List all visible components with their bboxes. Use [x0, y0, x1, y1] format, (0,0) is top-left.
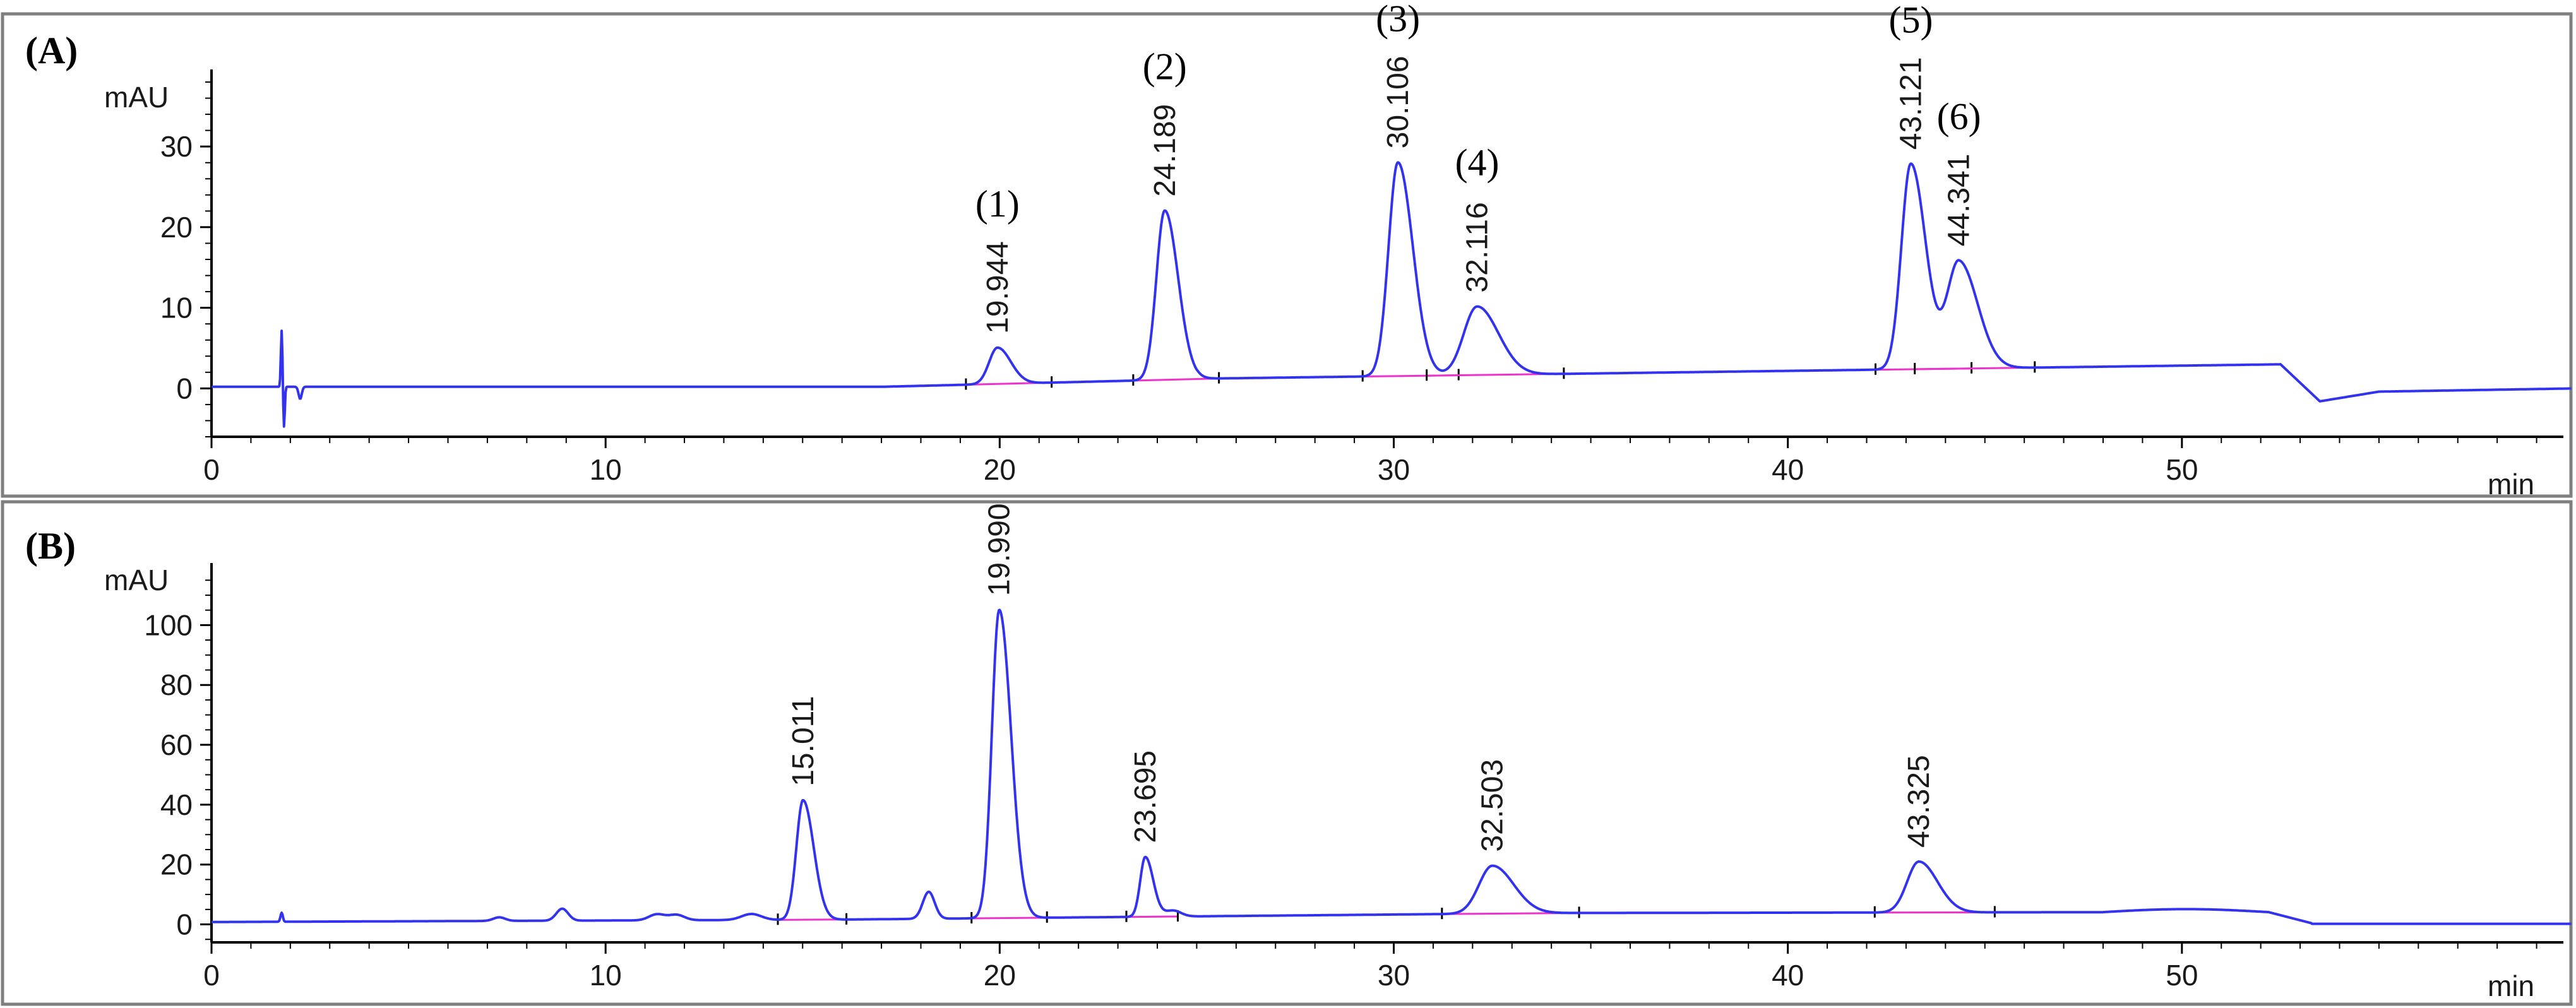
- panel-b-trace-layer: [211, 608, 2572, 925]
- panel-a-x-unit: min: [2488, 468, 2534, 501]
- peak-retention-time-label: 19.944: [981, 241, 1015, 334]
- peak-retention-time-label: 43.325: [1902, 755, 1936, 848]
- peak-retention-time-label: 30.106: [1381, 56, 1415, 149]
- panel-b-label: (B): [25, 525, 76, 567]
- x-tick-label: 0: [203, 959, 220, 992]
- y-tick-label: 0: [176, 372, 193, 405]
- peak-number-label: (4): [1455, 142, 1500, 184]
- panel-a-label: (A): [25, 30, 78, 71]
- y-tick-label: 20: [160, 211, 193, 244]
- x-tick-label: 40: [1772, 959, 1804, 992]
- x-tick-label: 50: [2166, 453, 2198, 486]
- panel-b-peak-labels: 15.011 19.990 23.695 32.503 43.325: [787, 503, 1936, 851]
- panel-b-y-unit: mAU: [104, 564, 169, 596]
- panel-a-axes: 0 10 20 30 40 50 0 10 20 30: [160, 69, 2563, 486]
- y-tick-label: 40: [160, 788, 193, 821]
- panel-a-frame: [1, 12, 2573, 498]
- y-tick-label: 10: [160, 292, 193, 324]
- peak-retention-time-label: 32.116: [1461, 202, 1494, 292]
- integration-baseline: [1126, 915, 1178, 918]
- x-tick-label: 0: [203, 453, 220, 486]
- peak-retention-time-label: 15.011: [787, 696, 820, 786]
- panel-a-y-unit: mAU: [104, 81, 169, 114]
- x-tick-label: 30: [1378, 959, 1410, 992]
- y-tick-label: 30: [160, 130, 193, 163]
- y-tick-label: 20: [160, 848, 193, 881]
- y-tick-label: 100: [144, 608, 193, 641]
- peak-retention-time-label: 24.189: [1148, 104, 1182, 197]
- integration-baseline: [1133, 377, 1219, 382]
- peak-retention-time-label: 19.990: [983, 503, 1017, 596]
- panel-a-chart: (A) mAU min 0 10 20 30 40 50 0 10 20 30 19.944 (1)…: [1, 0, 2573, 501]
- y-tick-label: 60: [160, 728, 193, 761]
- peak-number-label: (6): [1937, 95, 1981, 137]
- panel-b-axes: 0 10 20 30 40 50 0 20 40 60 80 100: [144, 563, 2563, 992]
- x-tick-label: 20: [984, 453, 1016, 486]
- peak-retention-time-label: 23.695: [1129, 750, 1162, 843]
- x-tick-label: 50: [2166, 959, 2198, 992]
- chromatogram-trace: [211, 161, 2572, 428]
- peak-retention-time-label: 43.121: [1894, 57, 1928, 150]
- peak-number-label: (2): [1143, 46, 1187, 88]
- panel-a-peak-labels: 19.944 (1) 24.189 (2) 30.106 (3) 32.116 (4) 43.1…: [975, 0, 1981, 334]
- peak-number-label: (1): [975, 183, 1020, 225]
- x-tick-label: 40: [1772, 453, 1804, 486]
- peak-retention-time-label: 44.341: [1943, 154, 1976, 247]
- peak-number-label: (5): [1888, 0, 1933, 40]
- peak-retention-time-label: 32.503: [1476, 759, 1510, 852]
- panel-b-x-unit: min: [2488, 969, 2534, 1002]
- panel-b-frame: [1, 500, 2573, 1006]
- x-tick-label: 10: [590, 959, 622, 992]
- y-tick-label: 80: [160, 668, 193, 701]
- peak-number-label: (3): [1376, 0, 1420, 39]
- x-tick-label: 10: [590, 453, 622, 486]
- panel-a-trace-layer: [211, 161, 2572, 428]
- chromatogram-trace: [211, 608, 2572, 925]
- y-tick-label: 0: [176, 908, 193, 941]
- x-tick-label: 30: [1378, 453, 1410, 486]
- x-tick-label: 20: [984, 959, 1016, 992]
- panel-b-chart: (B) mAU min 0 10 20 30 40 50 0 20 40 60 80 100 15.0…: [1, 500, 2573, 1006]
